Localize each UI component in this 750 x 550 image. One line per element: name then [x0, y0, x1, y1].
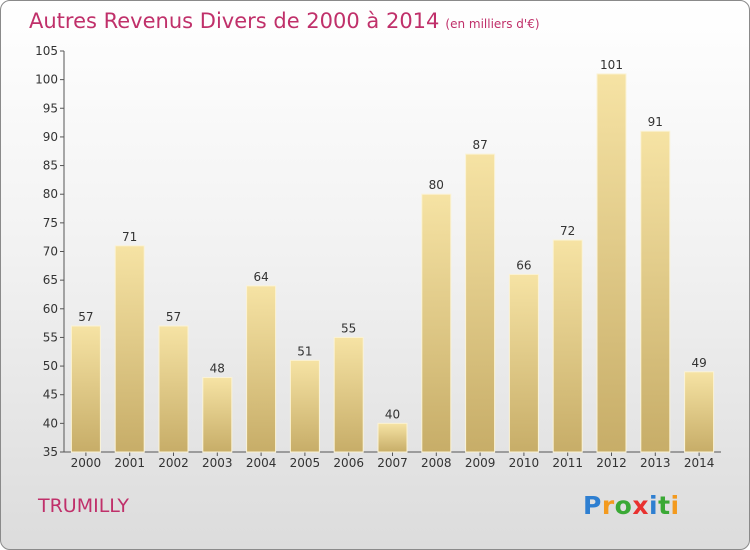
y-tick-label: 100	[35, 73, 58, 87]
x-tick-label: 2010	[509, 456, 540, 470]
value-label: 80	[429, 178, 444, 192]
logo-letter: i	[670, 491, 680, 520]
value-label: 101	[600, 58, 623, 72]
bar	[421, 193, 452, 453]
logo-letter: x	[632, 491, 649, 520]
x-tick-label: 2014	[684, 456, 715, 470]
x-tick-label: 2006	[333, 456, 364, 470]
value-label: 51	[297, 344, 312, 358]
y-tick-label: 85	[43, 159, 58, 173]
logo-letter: o	[614, 491, 633, 520]
chart-subtitle: (en milliers d'€)	[445, 17, 540, 31]
x-tick-label: 2012	[596, 456, 627, 470]
bars	[70, 73, 715, 453]
bar	[640, 130, 671, 453]
logo-letter: t	[658, 491, 671, 520]
y-tick-label: 65	[43, 273, 58, 287]
value-label: 64	[253, 270, 268, 284]
x-tick-label: 2007	[377, 456, 408, 470]
y-tick-label: 50	[43, 359, 58, 373]
logo-letter: P	[583, 491, 602, 520]
bar	[333, 336, 364, 453]
chart-title-text: Autres Revenus Divers de 2000 à 2014	[29, 9, 440, 33]
y-tick-label: 105	[35, 44, 58, 58]
value-label: 49	[691, 356, 706, 370]
bar	[70, 325, 101, 453]
x-tick-label: 2001	[114, 456, 145, 470]
y-tick-label: 60	[43, 302, 58, 316]
y-tick-label: 70	[43, 245, 58, 259]
value-label: 87	[472, 138, 487, 152]
x-tick-label: 2003	[202, 456, 233, 470]
value-label: 48	[210, 362, 225, 376]
chart-title: Autres Revenus Divers de 2000 à 2014 (en …	[29, 9, 540, 33]
y-tick-label: 80	[43, 187, 58, 201]
y-tick-label: 35	[43, 445, 58, 459]
value-label: 40	[385, 407, 400, 421]
bar	[508, 273, 539, 453]
bar	[465, 153, 496, 453]
value-label: 57	[166, 310, 181, 324]
value-label: 71	[122, 230, 137, 244]
y-tick-label: 40	[43, 416, 58, 430]
logo-letter: r	[601, 491, 615, 520]
x-tick-label: 2004	[246, 456, 277, 470]
y-tick-label: 75	[43, 216, 58, 230]
bar	[596, 73, 627, 453]
bar	[158, 325, 189, 453]
value-label: 66	[516, 258, 531, 272]
y-tick-label: 55	[43, 330, 58, 344]
value-label: 72	[560, 224, 575, 238]
x-tick-label: 2011	[552, 456, 583, 470]
bar	[552, 239, 583, 453]
x-tick-label: 2009	[465, 456, 496, 470]
town-name: TRUMILLY	[38, 495, 129, 517]
bar	[202, 377, 233, 453]
y-tick-label: 95	[43, 101, 58, 115]
x-tick-label: 2013	[640, 456, 671, 470]
bar	[246, 285, 277, 453]
logo-letter: i	[649, 491, 659, 520]
value-label: 55	[341, 321, 356, 335]
bar	[684, 371, 715, 453]
bar	[377, 422, 408, 453]
y-tick-label: 45	[43, 388, 58, 402]
x-tick-label: 2000	[71, 456, 102, 470]
axes: 35 40 45 50 55 60 65 70 75 80 85 90 95 100 105 2000 2001…	[35, 44, 721, 470]
value-labels: 57 71 57 48 64 51 55 40 80 87 66 72 101 91 49	[78, 58, 706, 421]
x-tick-label: 2005	[290, 456, 321, 470]
bar	[114, 245, 145, 453]
x-tick-label: 2008	[421, 456, 452, 470]
y-tick-label: 90	[43, 130, 58, 144]
proxiti-logo: Proxiti	[583, 491, 680, 520]
value-label: 57	[78, 310, 93, 324]
x-tick-label: 2002	[158, 456, 189, 470]
bar	[289, 359, 320, 453]
value-label: 91	[648, 115, 663, 129]
